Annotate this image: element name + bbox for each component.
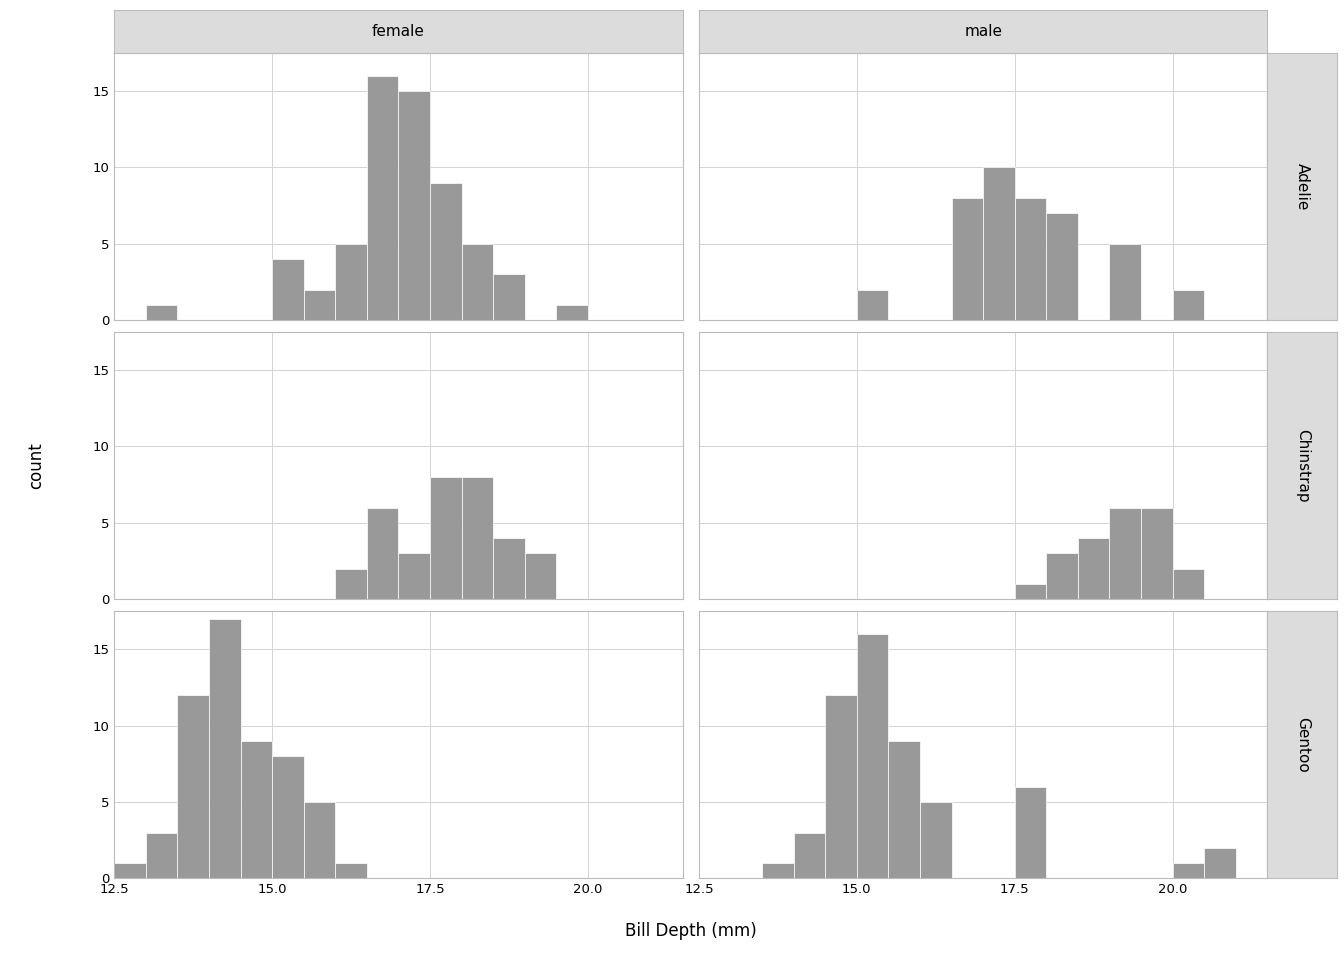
Bar: [304, 290, 336, 321]
Bar: [271, 756, 304, 878]
Bar: [524, 554, 556, 599]
Text: male: male: [964, 24, 1003, 38]
Bar: [335, 568, 367, 599]
Bar: [1109, 508, 1141, 599]
Bar: [857, 290, 888, 321]
Bar: [367, 508, 398, 599]
Bar: [241, 741, 271, 878]
Bar: [1109, 244, 1141, 321]
Bar: [1172, 568, 1204, 599]
Text: Gentoo: Gentoo: [1294, 717, 1310, 773]
Bar: [1172, 290, 1204, 321]
Bar: [367, 76, 398, 321]
Bar: [952, 198, 984, 321]
Text: Chinstrap: Chinstrap: [1294, 429, 1310, 502]
Text: female: female: [372, 24, 425, 38]
Bar: [335, 244, 367, 321]
Bar: [462, 477, 493, 599]
Text: Adelie: Adelie: [1294, 163, 1310, 210]
Bar: [825, 695, 857, 878]
Bar: [919, 802, 952, 878]
Bar: [1015, 786, 1046, 878]
Bar: [177, 695, 210, 878]
Text: count: count: [27, 443, 46, 489]
Bar: [888, 741, 919, 878]
Bar: [1204, 848, 1236, 878]
Bar: [493, 275, 524, 321]
Bar: [1172, 863, 1204, 878]
Bar: [857, 634, 888, 878]
Bar: [1015, 198, 1046, 321]
Bar: [762, 863, 793, 878]
Bar: [208, 618, 241, 878]
Bar: [114, 863, 145, 878]
Bar: [398, 91, 430, 321]
Bar: [1015, 584, 1046, 599]
Bar: [430, 477, 461, 599]
Bar: [1078, 539, 1110, 599]
Bar: [556, 305, 587, 321]
Bar: [462, 244, 493, 321]
Bar: [493, 539, 524, 599]
Bar: [398, 554, 430, 599]
Bar: [145, 832, 177, 878]
Bar: [1141, 508, 1172, 599]
Bar: [304, 802, 336, 878]
Text: Bill Depth (mm): Bill Depth (mm): [625, 923, 757, 940]
Bar: [1046, 554, 1078, 599]
Bar: [271, 259, 304, 321]
Bar: [335, 863, 367, 878]
Bar: [984, 167, 1015, 321]
Bar: [430, 182, 461, 321]
Bar: [145, 305, 177, 321]
Bar: [793, 832, 825, 878]
Bar: [1046, 213, 1078, 321]
